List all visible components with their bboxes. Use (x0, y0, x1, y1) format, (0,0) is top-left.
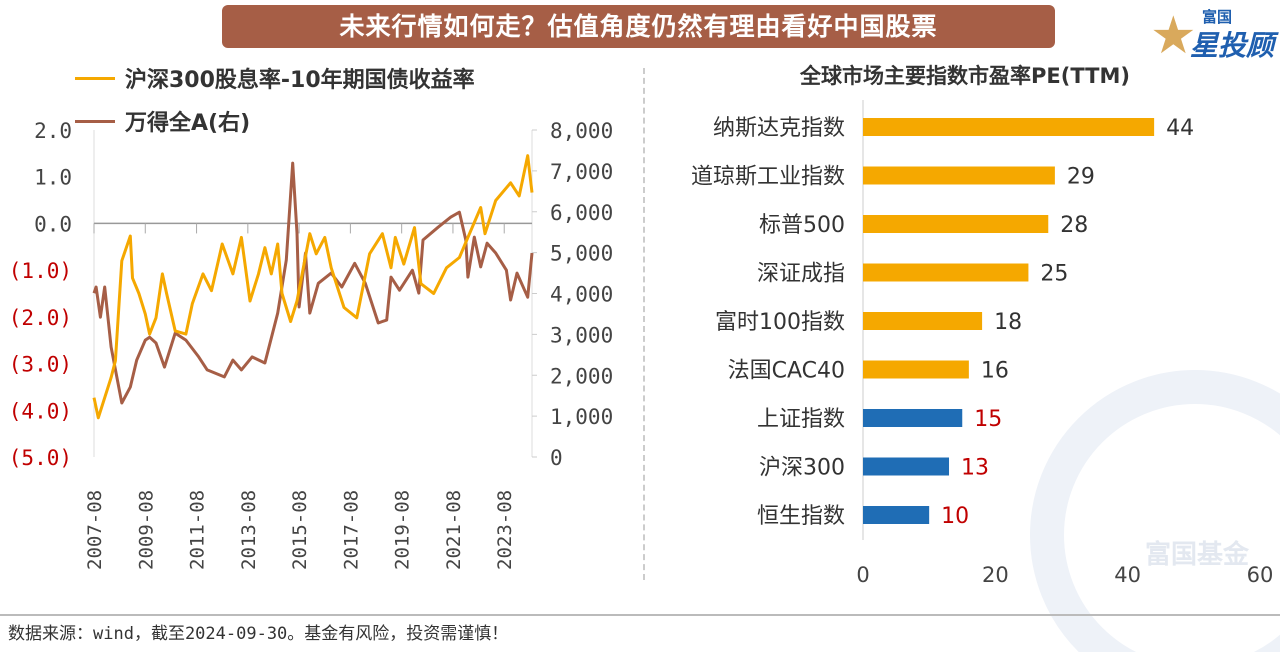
x-axis-tick-label: 2023-08 (494, 490, 516, 570)
legend-label: 万得全A(右) (125, 111, 251, 136)
x-axis-tick-label: 2007-08 (84, 490, 106, 570)
watermark-text: 富国基金 (1145, 540, 1250, 570)
bar-chart-title: 全球市场主要指数市盈率PE(TTM) (800, 64, 1130, 88)
x-axis-tick-label: 2021-08 (443, 490, 465, 570)
bar-value-label: 29 (1067, 165, 1095, 190)
bar-category-label: 标普500 (759, 213, 845, 238)
x-axis-tick-label: 2013-08 (238, 490, 260, 570)
watermark-logo-icon (1030, 370, 1280, 652)
bar-x-tick-label: 60 (1247, 563, 1274, 587)
right-axis-tick-label: 5,000 (550, 242, 613, 266)
page-title: 未来行情如何走？估值角度仍然有理由看好中国股票 (222, 5, 1055, 48)
bar (863, 506, 930, 524)
series-line-yield-spread (92, 154, 534, 420)
left-axis-tick-label: 1.0 (34, 166, 72, 190)
left-axis-tick-label: 2.0 (34, 119, 72, 143)
legend-item-wind-a: 万得全A(右) (75, 105, 250, 137)
left-axis-tick-label: (1.0) (9, 259, 72, 283)
bar-value-label: 44 (1166, 116, 1194, 141)
right-axis-tick-label: 7,000 (550, 160, 613, 184)
x-axis-tick-label: 2017-08 (340, 490, 362, 570)
footer-divider (0, 614, 1280, 616)
brand-logo: ★ 富国 星投顾 (1150, 4, 1275, 62)
legend-swatch (75, 76, 115, 80)
bar-category-label: 沪深300 (759, 456, 845, 481)
legend-item-yield-spread: 沪深300股息率-10年期国债收益率 (75, 62, 475, 94)
logo-text-top: 富国 (1202, 8, 1233, 26)
panel-divider (643, 68, 645, 580)
bar-value-label: 18 (994, 310, 1022, 335)
bar (863, 409, 963, 427)
legend-swatch (75, 119, 115, 123)
bar-x-tick-label: 0 (856, 563, 869, 587)
legend-label: 沪深300股息率-10年期国债收益率 (125, 68, 475, 93)
bar-category-label: 上证指数 (757, 407, 845, 432)
logo-text-main: 星投顾 (1190, 29, 1275, 62)
left-axis-tick-label: (2.0) (9, 306, 72, 330)
right-axis-tick-label: 8,000 (550, 119, 613, 143)
series-line-wind-a (92, 161, 534, 405)
bar (863, 118, 1155, 136)
x-axis-tick-label: 2015-08 (289, 490, 311, 570)
right-axis-tick-label: 0 (550, 446, 563, 470)
star-icon: ★ (1150, 6, 1197, 66)
left-axis-tick-label: (4.0) (9, 399, 72, 423)
bar-category-label: 深证成指 (757, 262, 845, 287)
bar-x-tick-label: 40 (1114, 563, 1141, 587)
bar-value-label: 16 (981, 359, 1009, 384)
bar-x-tick-label: 20 (982, 563, 1009, 587)
bar-category-label: 道琼斯工业指数 (691, 165, 845, 190)
right-axis-tick-label: 6,000 (550, 201, 613, 225)
bar (863, 263, 1029, 282)
right-axis-tick-label: 4,000 (550, 283, 613, 307)
footer-note: 数据来源：wind，截至2024-09-30。基金有风险，投资需谨慎！ (8, 624, 509, 644)
right-axis-tick-label: 1,000 (550, 405, 613, 429)
left-axis-tick-label: (5.0) (9, 446, 72, 470)
bar (863, 312, 983, 330)
bar (863, 457, 950, 476)
bar-category-label: 富时100指数 (715, 310, 845, 335)
right-axis-tick-label: 2,000 (550, 364, 613, 388)
left-axis-tick-label: 0.0 (34, 212, 72, 236)
bar (863, 215, 1049, 233)
bar-value-label: 10 (941, 504, 969, 529)
bar-value-label: 15 (974, 407, 1002, 432)
bar-category-label: 恒生指数 (757, 504, 845, 529)
x-axis-tick-label: 2009-08 (135, 490, 157, 570)
bar-value-label: 28 (1060, 213, 1088, 238)
bar (863, 360, 969, 379)
bar-value-label: 25 (1040, 262, 1068, 287)
x-axis-tick-label: 2019-08 (392, 490, 414, 570)
x-axis-tick-label: 2011-08 (187, 490, 209, 570)
bar-category-label: 纳斯达克指数 (713, 116, 845, 141)
right-axis-tick-label: 3,000 (550, 323, 613, 347)
bar-category-label: 法国CAC40 (728, 359, 845, 384)
left-axis-tick-label: (3.0) (9, 353, 72, 377)
bar-value-label: 13 (961, 456, 989, 481)
bar (863, 166, 1055, 185)
